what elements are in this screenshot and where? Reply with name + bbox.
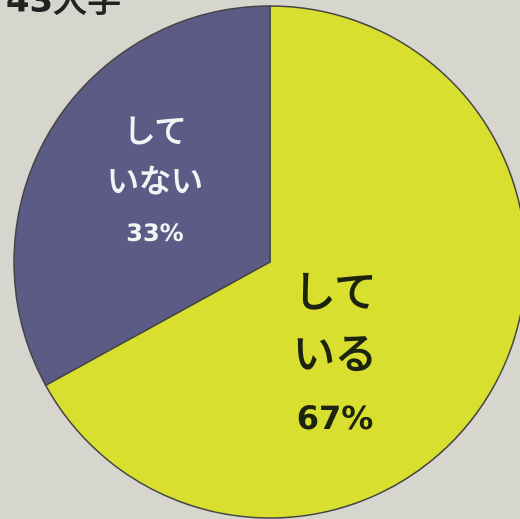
value-label: 67% (297, 399, 374, 437)
slice-label: いる (293, 330, 377, 379)
pie-slice (13, 5, 271, 387)
chart-title: 答 43大学 (0, 0, 121, 21)
value-label: 33% (126, 219, 183, 247)
pie-slice (44, 5, 520, 519)
slice-label: して (123, 112, 186, 150)
slice-label: して (294, 268, 377, 317)
slice-label: いない (107, 162, 203, 200)
